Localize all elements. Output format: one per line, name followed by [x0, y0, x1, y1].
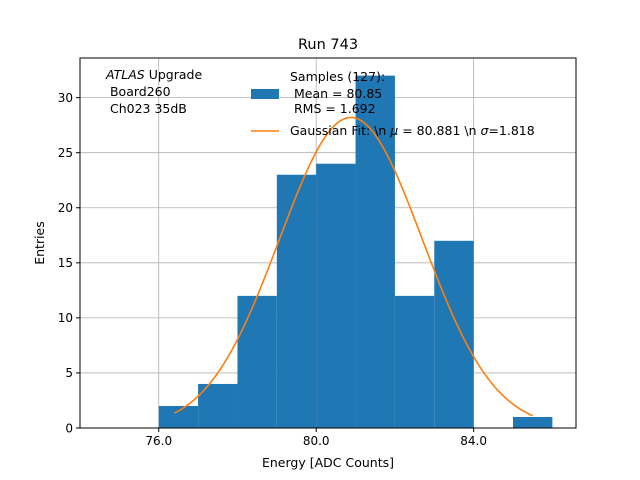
y-axis-label: Entries: [32, 221, 47, 265]
x-tick-label-1: 80.0: [303, 434, 330, 448]
y-tick-label-2: 10: [58, 311, 73, 325]
gaussian-fit-curve: [174, 116, 534, 417]
histogram-bar-3: [276, 174, 317, 428]
legend-fit-sigma-symbol: σ: [480, 123, 489, 138]
histogram-bar-0: [158, 405, 199, 428]
legend-fit-sigma-value: =1.818: [488, 123, 534, 138]
y-tick-label-6: 30: [58, 91, 73, 105]
legend-samples-patch: [251, 89, 279, 99]
x-axis-label: Energy [ADC Counts]: [262, 455, 394, 470]
legend-fit-text: Gaussian Fit: \n μ = 80.881 \n σ=1.818: [290, 123, 535, 138]
legend-samples-title: Samples (127):: [290, 69, 385, 84]
y-tick-label-4: 20: [58, 201, 73, 215]
y-tick-label-1: 5: [65, 366, 73, 380]
y-tick-label-5: 25: [58, 146, 73, 160]
legend-fit-prefix: Gaussian Fit: \n: [290, 123, 390, 138]
legend-samples-mean: Mean = 80.85: [290, 86, 382, 101]
x-tick-label-2: 84.0: [460, 434, 487, 448]
y-tick-label-3: 15: [58, 256, 73, 270]
histogram-bars: [158, 75, 553, 428]
y-tick-label-0: 0: [65, 421, 73, 435]
histogram-bar-1: [198, 383, 238, 428]
histogram-bar-6: [394, 295, 435, 428]
board-label: Board260: [106, 84, 171, 99]
x-tick-label-0: 76.0: [145, 434, 172, 448]
chart-title: Run 743: [298, 37, 358, 53]
axis-ticks: 76.0 80.0 84.0 0 5 10 15 20 25 30: [58, 91, 487, 448]
legend-samples-rms: RMS = 1.692: [290, 101, 376, 116]
histogram-bar-4: [316, 163, 356, 428]
upgrade-label: Upgrade: [145, 67, 203, 82]
histogram-bar-9: [513, 416, 553, 428]
channel-label: Ch023 35dB: [106, 101, 187, 116]
legend-fit-mu-symbol: μ: [389, 123, 398, 138]
axes-frame: [79, 57, 577, 429]
atlas-label: ATLAS: [105, 67, 145, 82]
legend: Samples (127): Mean = 80.85 RMS = 1.692 …: [251, 69, 535, 138]
histogram-bar-2: [237, 295, 277, 428]
atlas-annotation-line1: ATLAS Upgrade: [105, 67, 202, 82]
legend-fit-mu-value: = 80.881 \n: [398, 123, 480, 138]
histogram-bar-7: [434, 240, 474, 428]
